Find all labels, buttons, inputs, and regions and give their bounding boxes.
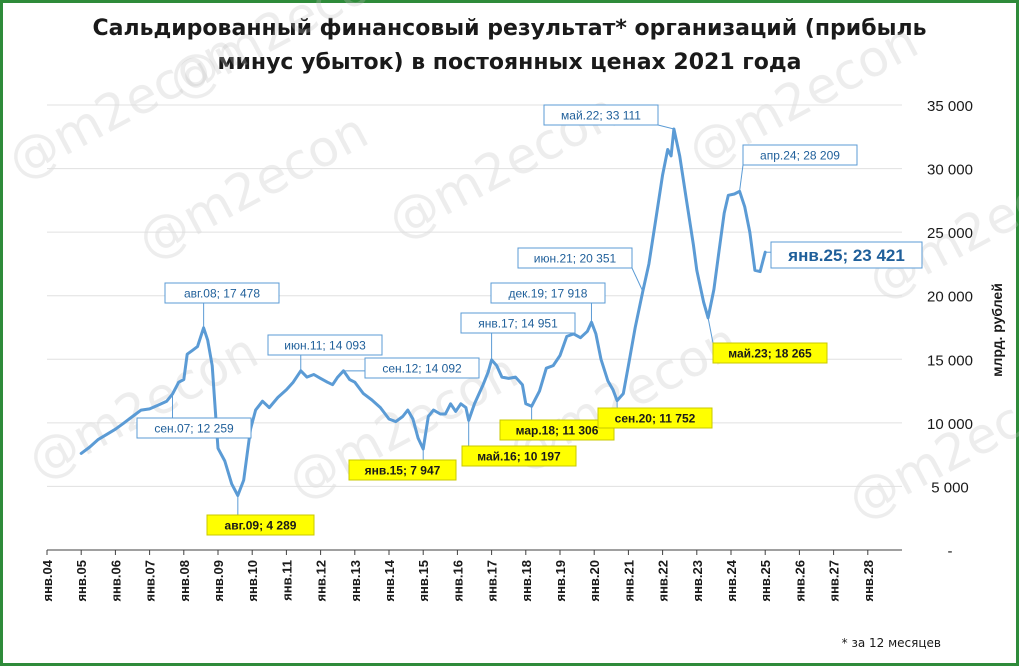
annotation-label: янв.17; 14 951 <box>478 316 558 330</box>
annotation-box <box>364 357 480 379</box>
annotation-label: янв.15; 7 947 <box>365 463 441 477</box>
x-tick-label: янв.08 <box>177 560 192 602</box>
x-tick-label: янв.17 <box>485 560 500 602</box>
chart-title: Сальдированный финансовый результат* орг… <box>0 12 1019 80</box>
annotation-label: июн.21; 20 351 <box>534 251 617 265</box>
x-tick-label: янв.23 <box>690 560 705 602</box>
x-tick-label: янв.20 <box>587 560 602 602</box>
annotation-box <box>136 417 252 439</box>
y-tick-label: 30 000 <box>927 162 973 179</box>
annotation-label: май.23; 18 265 <box>728 346 812 360</box>
annotation-box <box>742 144 858 166</box>
watermark-text: @m2econ <box>18 322 267 491</box>
watermark-text: @m2econ <box>128 102 377 271</box>
x-tick-label: янв.04 <box>40 559 55 601</box>
x-tick-label: янв.18 <box>519 560 534 602</box>
annotation-label: янв.25; 23 421 <box>787 246 905 265</box>
y-tick-label: 20 000 <box>927 289 973 306</box>
y-tick-label: 5 000 <box>931 479 969 496</box>
footnote: * за 12 месяцев <box>841 636 941 650</box>
series-line <box>79 127 767 497</box>
annotation-label: май.22; 33 111 <box>561 108 641 122</box>
x-tick-label: янв.16 <box>450 560 465 602</box>
annotation-label: сен.07; 12 259 <box>154 421 234 435</box>
annotation-box <box>206 514 315 536</box>
annotation-box <box>597 407 713 429</box>
chart-title-line-2: минус убыток) в постоянных ценах 2021 го… <box>217 50 802 75</box>
annotation-label: мар.18; 11 306 <box>516 423 599 437</box>
y-tick-label: 35 000 <box>927 98 973 115</box>
annotation-box <box>461 445 577 467</box>
annotation-label: дек.19; 17 918 <box>509 286 588 300</box>
annotation-box <box>460 312 576 334</box>
y-tick-label: 15 000 <box>927 352 973 369</box>
annotation-label: май.16; 10 197 <box>477 449 561 463</box>
annotation-box <box>490 282 606 304</box>
x-tick-label: янв.14 <box>382 559 397 601</box>
x-tick-label: янв.06 <box>108 560 123 602</box>
x-tick-label: янв.10 <box>245 560 260 602</box>
x-tick-label: янв.26 <box>792 560 807 602</box>
y-tick-label: 10 000 <box>927 416 973 433</box>
x-tick-label: янв.21 <box>621 560 636 602</box>
annotation-label: авг.08; 17 478 <box>184 286 260 300</box>
x-tick-label: янв.05 <box>74 560 89 602</box>
annotation-box <box>499 419 615 441</box>
annotation-box <box>164 282 280 304</box>
x-tick-label: янв.09 <box>211 560 226 602</box>
x-tick-label: янв.12 <box>314 560 329 602</box>
x-tick-label: янв.11 <box>279 560 294 601</box>
y-tick-label: 25 000 <box>927 225 973 242</box>
annotation-box <box>712 342 828 364</box>
annotation-label: авг.09; 4 289 <box>225 518 297 532</box>
annotation-box <box>517 247 633 269</box>
annotation-label: сен.12; 14 092 <box>382 361 462 375</box>
y-axis-title: млрд. рублей <box>989 283 1005 377</box>
annotation-leader <box>657 124 675 130</box>
annotation-leader <box>739 164 744 192</box>
x-tick-label: янв.22 <box>656 560 671 602</box>
x-tick-label: янв.07 <box>143 560 158 602</box>
annotation-label: сен.20; 11 752 <box>615 411 696 425</box>
annotation-leader <box>631 267 644 292</box>
annotation-box <box>543 104 659 126</box>
annotation-leader <box>707 317 714 344</box>
x-tick-label: янв.25 <box>758 560 773 602</box>
x-tick-label: янв.19 <box>553 560 568 602</box>
annotation-label: апр.24; 28 209 <box>760 148 840 162</box>
y-tick-label: - <box>948 543 953 560</box>
x-tick-label: янв.15 <box>416 560 431 602</box>
watermark-text: @m2econ <box>838 362 1019 531</box>
watermark-text: @m2econ <box>158 0 407 111</box>
annotation-box <box>770 241 923 269</box>
annotation-label: июн.11; 14 093 <box>284 338 366 352</box>
chart-title-line-1: Сальдированный финансовый результат* орг… <box>92 16 927 41</box>
annotation-box <box>348 459 457 481</box>
x-tick-label: янв.13 <box>348 560 363 602</box>
x-tick-label: янв.24 <box>724 559 739 601</box>
x-tick-label: янв.27 <box>827 560 842 602</box>
annotation-box <box>267 334 383 356</box>
x-tick-label: янв.28 <box>861 560 876 602</box>
